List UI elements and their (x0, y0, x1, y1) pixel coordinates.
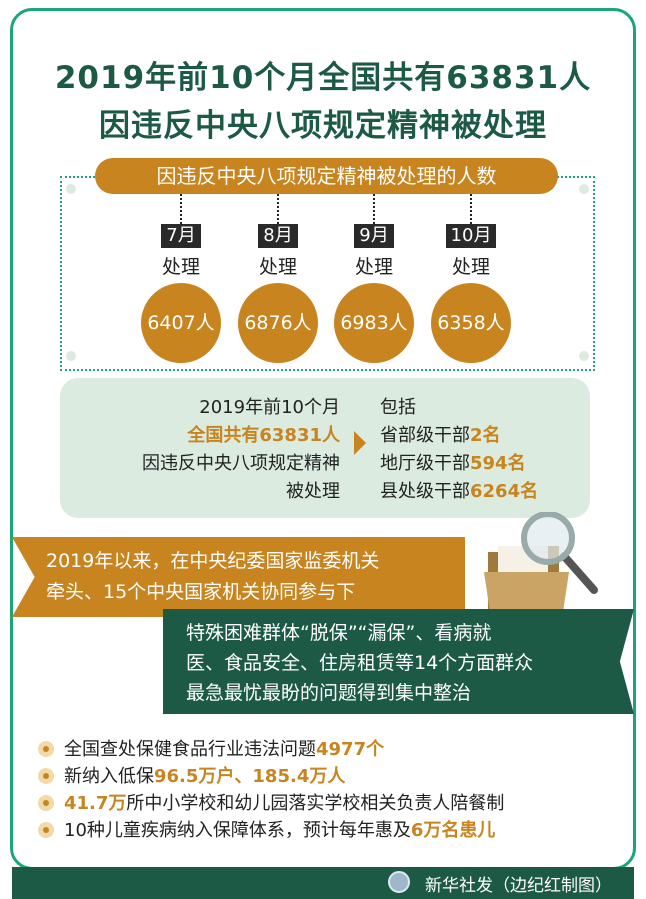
orange-banner: 2019年以来，在中央纪委国家监委机关 牵头、15个中央国家机关协同参与下 (12, 537, 465, 617)
bullet-text: 新纳入低保 (64, 766, 154, 787)
count-circle: 6358人 (431, 283, 511, 363)
rank-label: 县处级干部 (380, 481, 470, 502)
rank-value: 594名 (470, 453, 526, 474)
summary-line: 2019年前10个月 (199, 397, 340, 418)
arrow-right-icon (354, 431, 366, 455)
corner-dot (66, 184, 76, 194)
bullet-highlight: 41.7万 (64, 793, 127, 814)
rank-label: 省部级干部 (380, 425, 470, 446)
month-column: 9月处理 6983人 (329, 194, 419, 363)
rank-label: 地厅级干部 (380, 453, 470, 474)
corner-dot (66, 351, 76, 361)
process-label: 处理 (161, 256, 200, 278)
green-banner: 特殊困难群体“脱保”“漏保”、看病就 医、食品安全、住房租赁等14个方面群众 最… (163, 609, 634, 714)
bullet-highlight: 4977个 (316, 739, 385, 760)
bullet-item: 41.7万所中小学校和幼儿园落实学校相关负责人陪餐制 (38, 789, 504, 815)
count-circle: 6407人 (141, 283, 221, 363)
bullet-icon (38, 822, 54, 838)
bullet-item: 新纳入低保96.5万户、185.4万人 (38, 762, 345, 788)
monthly-header: 因违反中央八项规定精神被处理的人数 (95, 158, 558, 194)
summary-left: 2019年前10个月 全国共有63831人 因违反中央八项规定精神 被处理 (142, 394, 340, 506)
bullet-highlight: 96.5万户、185.4万人 (154, 766, 346, 787)
summary-right: 包括 省部级干部2名 地厅级干部594名 县处级干部6264名 (380, 394, 538, 506)
connector (277, 194, 279, 224)
summary-total: 全国共有63831人 (187, 425, 340, 446)
month-column: 8月处理 6876人 (233, 194, 323, 363)
connector (470, 194, 472, 224)
count-circle: 6983人 (334, 283, 414, 363)
bullet-item: 10种儿童疾病纳入保障体系，预计每年惠及6万名患儿 (38, 816, 495, 842)
process-label: 处理 (354, 256, 393, 278)
banner-line: 最急最忧最盼的问题得到集中整治 (186, 682, 472, 704)
summary-box: 2019年前10个月 全国共有63831人 因违反中央八项规定精神 被处理 包括… (60, 378, 590, 518)
banner-line: 医、食品安全、住房租赁等14个方面群众 (186, 652, 534, 674)
folder-magnifier-icon (484, 512, 598, 612)
process-label: 处理 (258, 256, 297, 278)
bullet-text: 10种儿童疾病纳入保障体系，预计每年惠及 (64, 820, 411, 841)
corner-dot (579, 351, 589, 361)
banner-line: 特殊困难群体“脱保”“漏保”、看病就 (186, 622, 492, 644)
summary-line: 被处理 (286, 481, 340, 502)
count-circle: 6876人 (238, 283, 318, 363)
process-label: 处理 (451, 256, 490, 278)
month-label: 8月 (258, 224, 298, 248)
footer-credit: 新华社发（边纪红制图） (425, 876, 612, 896)
rank-value: 6264名 (470, 481, 539, 502)
month-column: 7月处理 6407人 (136, 194, 226, 363)
month-column: 10月处理 6358人 (426, 194, 516, 363)
bullet-icon (38, 795, 54, 811)
footer: 新华社发（边纪红制图） (12, 867, 634, 899)
month-label: 10月 (445, 224, 497, 248)
bullet-text: 所中小学校和幼儿园落实学校相关负责人陪餐制 (126, 793, 505, 814)
rank-line: 地厅级干部594名 (380, 450, 538, 478)
bullet-highlight: 6万名患儿 (410, 820, 496, 841)
connector (373, 194, 375, 224)
title-line-1: 2019年前10个月全国共有63831人 (54, 60, 592, 96)
xinhua-logo-icon (388, 871, 410, 893)
banner-line: 2019年以来，在中央纪委国家监委机关 (46, 550, 380, 572)
title-line-2: 因违反中央八项规定精神被处理 (99, 108, 547, 144)
summary-line: 因违反中央八项规定精神 (142, 453, 340, 474)
rank-value: 2名 (470, 425, 501, 446)
summary-include: 包括 (380, 397, 416, 418)
month-label: 7月 (161, 224, 201, 248)
bullet-item: 全国查处保健食品行业违法问题4977个 (38, 735, 384, 761)
month-label: 9月 (354, 224, 394, 248)
rank-line: 县处级干部6264名 (380, 478, 538, 506)
bullet-text: 全国查处保健食品行业违法问题 (64, 739, 316, 760)
banner-line: 牵头、15个中央国家机关协同参与下 (46, 581, 356, 603)
connector (180, 194, 182, 224)
corner-dot (579, 184, 589, 194)
bullet-icon (38, 741, 54, 757)
rank-line: 省部级干部2名 (380, 422, 538, 450)
bullet-icon (38, 768, 54, 784)
